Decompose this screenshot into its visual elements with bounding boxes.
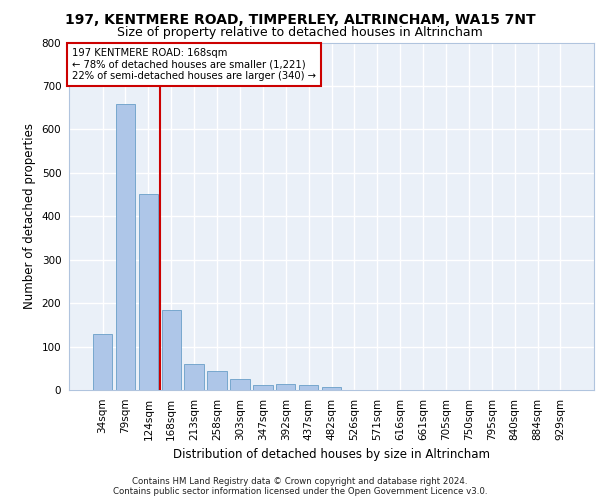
Text: 197 KENTMERE ROAD: 168sqm
← 78% of detached houses are smaller (1,221)
22% of se: 197 KENTMERE ROAD: 168sqm ← 78% of detac…: [71, 48, 316, 81]
Text: Contains HM Land Registry data © Crown copyright and database right 2024.
Contai: Contains HM Land Registry data © Crown c…: [113, 476, 487, 496]
Y-axis label: Number of detached properties: Number of detached properties: [23, 123, 36, 309]
Text: Size of property relative to detached houses in Altrincham: Size of property relative to detached ho…: [117, 26, 483, 39]
Bar: [322, 386, 341, 390]
Bar: [299, 385, 319, 390]
Bar: [208, 372, 227, 390]
Bar: [116, 104, 135, 390]
Bar: [139, 194, 158, 390]
Bar: [161, 310, 181, 390]
Bar: [93, 334, 112, 390]
Text: 197, KENTMERE ROAD, TIMPERLEY, ALTRINCHAM, WA15 7NT: 197, KENTMERE ROAD, TIMPERLEY, ALTRINCHA…: [65, 12, 535, 26]
Bar: [230, 379, 250, 390]
Bar: [184, 364, 204, 390]
X-axis label: Distribution of detached houses by size in Altrincham: Distribution of detached houses by size …: [173, 448, 490, 461]
Bar: [253, 385, 272, 390]
Bar: [276, 384, 295, 390]
